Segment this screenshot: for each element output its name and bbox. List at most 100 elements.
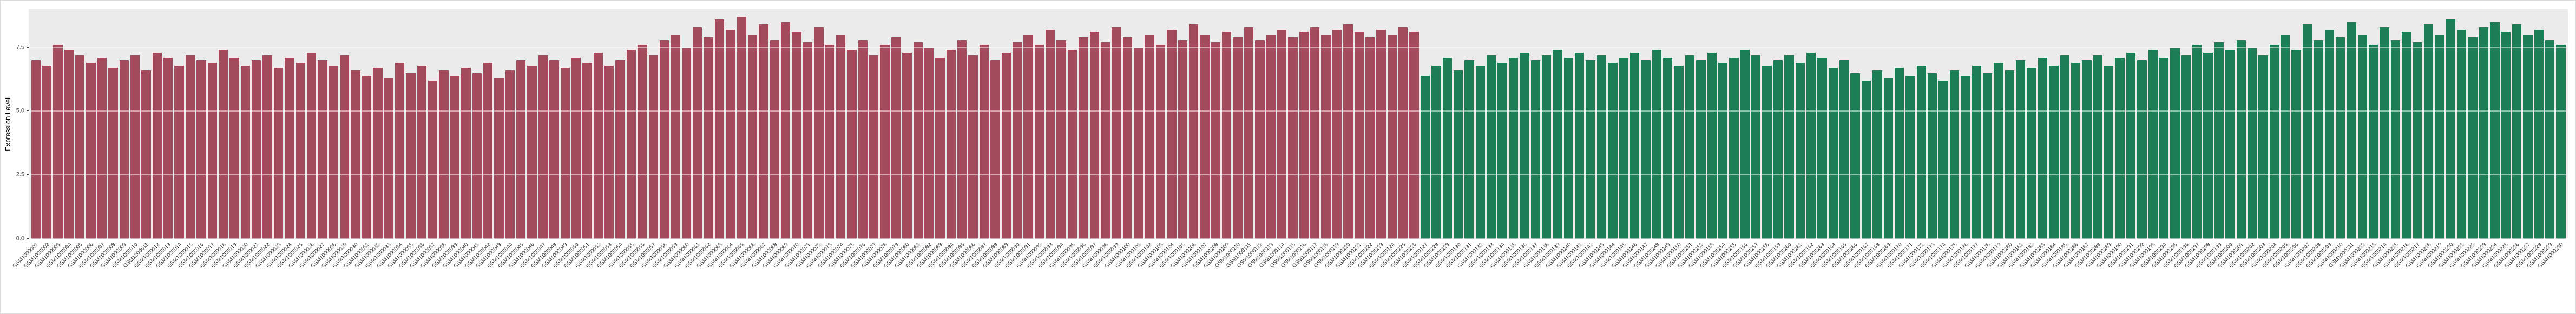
bar <box>2082 60 2092 239</box>
bar <box>1883 78 1893 239</box>
bar <box>384 78 393 239</box>
bar <box>781 22 791 239</box>
y-tick-label: 0.0 <box>16 235 24 242</box>
bar <box>825 44 834 239</box>
bar <box>351 70 360 239</box>
bar <box>1310 27 1320 239</box>
bar <box>373 68 383 239</box>
bar <box>902 53 912 239</box>
bar <box>2225 50 2235 239</box>
bar <box>1409 32 1419 239</box>
bar <box>1828 68 1838 239</box>
bar <box>2324 29 2334 239</box>
bar <box>1167 29 1177 239</box>
bar <box>671 35 680 239</box>
bar <box>295 62 305 239</box>
bar <box>75 55 85 239</box>
bar <box>803 42 813 239</box>
bar <box>1586 60 1595 239</box>
bar <box>2192 44 2202 239</box>
bar <box>814 27 824 239</box>
y-axis-title: Expression Level <box>1 9 15 239</box>
bar <box>1508 57 1519 239</box>
bar <box>1299 32 1309 239</box>
bar <box>1674 65 1684 239</box>
bar <box>1994 62 2003 239</box>
bar <box>2126 53 2136 239</box>
bar <box>2159 57 2169 239</box>
bar <box>2423 24 2434 239</box>
bar <box>1056 40 1066 239</box>
bar <box>318 60 327 239</box>
bar <box>163 57 173 239</box>
bar <box>119 60 129 239</box>
bar <box>1575 53 1585 239</box>
bar <box>2269 44 2279 239</box>
bar <box>582 62 592 239</box>
bar <box>2545 40 2555 239</box>
bar <box>1046 29 1055 239</box>
bar <box>273 68 284 239</box>
bar <box>2236 40 2246 239</box>
bar <box>2413 42 2422 239</box>
bar <box>2137 60 2147 239</box>
bar <box>494 78 504 239</box>
bar <box>1100 42 1110 239</box>
bar <box>1596 55 1607 239</box>
bar <box>1773 60 1783 239</box>
bar <box>2501 32 2511 239</box>
bar <box>1685 55 1695 239</box>
bar <box>1894 68 1904 239</box>
bar <box>1475 65 1485 239</box>
bar <box>924 47 934 239</box>
bar <box>615 60 625 239</box>
bar <box>185 55 195 239</box>
bar <box>1155 44 1166 239</box>
bar <box>362 75 372 239</box>
bar <box>704 37 713 239</box>
bar <box>2380 27 2389 239</box>
bar <box>1553 50 1562 239</box>
bar <box>1188 24 1199 239</box>
bar <box>516 60 526 239</box>
bar <box>2446 19 2455 239</box>
bar <box>1398 27 1408 239</box>
bar <box>1211 42 1220 239</box>
bar <box>1696 60 1706 239</box>
bar <box>968 55 978 239</box>
bar <box>1222 32 1232 239</box>
y-tick-mark <box>27 110 29 112</box>
bar <box>1487 55 1496 239</box>
bar <box>2291 50 2301 239</box>
bar <box>229 57 239 239</box>
bar <box>2115 57 2125 239</box>
bar <box>1839 60 1849 239</box>
bar <box>1850 73 1860 239</box>
bar <box>1453 70 1463 239</box>
bar <box>648 55 658 239</box>
bar <box>979 44 989 239</box>
x-label-cell: GSM1000230 <box>2537 240 2566 310</box>
bar <box>836 35 846 239</box>
bars-row <box>29 9 2568 239</box>
bar <box>2390 40 2401 239</box>
bar <box>2335 37 2345 239</box>
bar <box>2005 70 2014 239</box>
bar <box>328 65 338 239</box>
bar <box>2402 32 2411 239</box>
bar <box>935 57 945 239</box>
bar <box>1663 57 1673 239</box>
bar <box>946 50 956 239</box>
bar <box>891 37 901 239</box>
bar <box>2556 44 2566 239</box>
bar <box>1067 50 1077 239</box>
bar <box>571 57 581 239</box>
bar <box>847 50 857 239</box>
bar <box>1629 53 1640 239</box>
bar <box>2347 22 2356 239</box>
bar <box>1420 75 1430 239</box>
bar <box>2203 53 2213 239</box>
bar <box>1872 70 1882 239</box>
bar <box>86 62 96 239</box>
